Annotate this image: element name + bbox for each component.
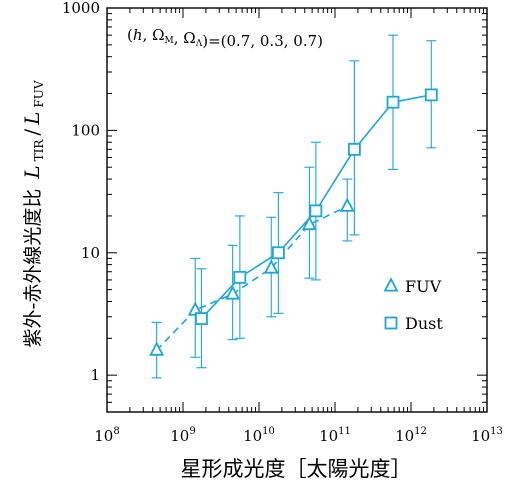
data-point [149,341,165,356]
plot-area [149,34,438,379]
data-point [339,197,355,212]
legend-label-dust: Dust [405,314,443,333]
y-tick-label: 100 [71,121,100,139]
y-axis-label-prefix: 紫外-赤外線光度比 [22,189,44,348]
legend-marker-dust [384,316,398,330]
y-tick-label: 1 [90,366,100,384]
data-point [348,142,361,156]
series-line [156,205,348,351]
data-point [195,312,208,325]
cosmology-annotation: (h, ΩM, ΩΛ)=(0.7, 0.3, 0.7) [127,26,323,50]
x-tick-label: 1013 [471,426,503,445]
y-axis-label-den-sub: FUV [32,80,46,107]
legend-marker-fuv [383,277,399,292]
y-axis-label-num: L [20,165,44,179]
x-tick-label: 1011 [319,426,351,445]
data-point [424,88,438,102]
data-point [233,270,247,284]
series-dust [195,34,438,369]
data-point [225,285,241,300]
data-point [263,259,279,274]
data-point [309,204,323,218]
x-axis-label: 星形成光度［太陽光度］ [181,457,412,481]
data-point [386,95,400,109]
data-point [272,246,285,260]
y-axis-label-num-sub: TIR [32,139,46,162]
y-axis-label: 紫外-赤外線光度比 L TIR / L FUV [20,80,47,347]
legend: FUV Dust [383,277,443,333]
x-tick-label: 108 [94,426,119,445]
y-axis-label-den: L [20,112,44,126]
y-tick-label: 1000 [62,0,100,17]
x-tick-label: 1012 [395,426,427,445]
data-point [301,215,317,231]
svg-text:紫外-赤外線光度比 L TIR: 紫外-赤外線光度比 L TIR / L FUV [20,80,47,347]
x-tick-label: 109 [170,426,195,445]
x-tick-label: 1010 [243,426,275,445]
plot-frame [106,7,488,413]
y-tick-label: 10 [81,244,100,262]
legend-label-fuv: FUV [405,277,442,296]
axes: 108 109 1010 1011 1012 1013 1 10 100 1000 [62,0,503,445]
